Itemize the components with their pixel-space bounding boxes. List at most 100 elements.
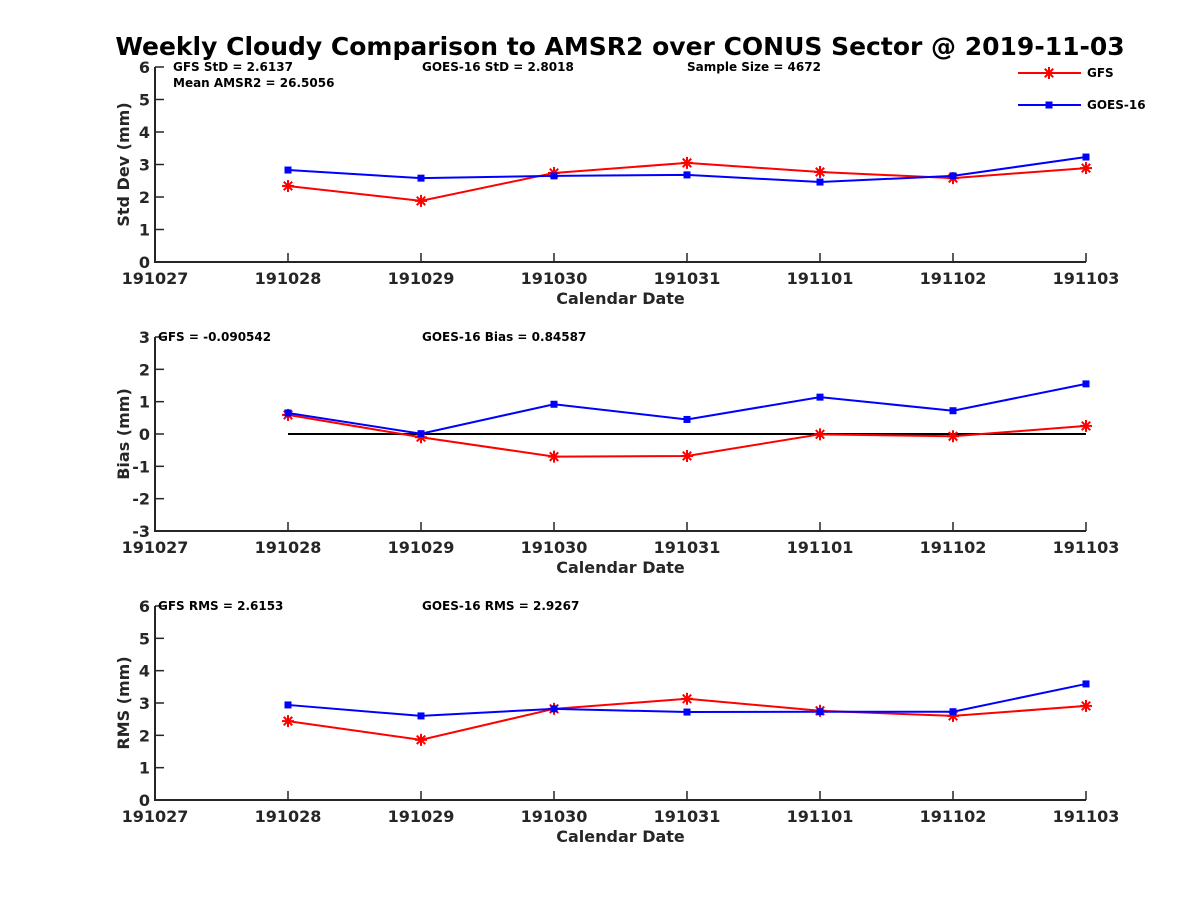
data-point: [415, 194, 427, 207]
data-point: [284, 701, 292, 709]
data-point: [949, 172, 957, 180]
marker-stroke: [549, 451, 559, 462]
y-tick-label: 0: [139, 425, 150, 444]
x-axis-label: Calendar Date: [556, 827, 685, 846]
series-goes-16: [284, 680, 1090, 720]
panels: 0 1 2 3 4 5 6 191027 191028 191029 191030 191031 191…: [114, 58, 1119, 846]
data-point: [947, 430, 959, 443]
marker-stroke: [682, 451, 692, 461]
series-line: [287, 697, 1087, 741]
y-tick-label: 3: [139, 156, 150, 175]
y-tick-label: 6: [139, 58, 150, 77]
data-point: [282, 715, 294, 728]
y-tick-label: -2: [132, 490, 150, 509]
data-point: [814, 428, 826, 441]
panel-stddev: 0 1 2 3 4 5 6 191027 191028 191029 191030 191031 191…: [114, 58, 1119, 308]
data-point: [1082, 680, 1090, 688]
data-point: [415, 733, 427, 746]
y-tick-label: 1: [139, 221, 150, 240]
annotation: GFS StD = 2.6137: [173, 60, 293, 74]
y-tick-label: 2: [139, 188, 150, 207]
marker-stroke: [1081, 700, 1091, 711]
y-tick-label: 2: [139, 726, 150, 745]
x-tick-label: 191028: [255, 538, 322, 557]
y-axis-label: Bias (mm): [114, 388, 133, 480]
data-point: [683, 708, 691, 716]
marker-stroke: [283, 181, 293, 191]
y-tick-label: 5: [139, 629, 150, 648]
legend-marker: [1045, 101, 1053, 109]
y-tick-label: 3: [139, 328, 150, 347]
panel-bias: -3 -2 -1 0 1 2 3 191027 191028 191029 191030 191031…: [114, 328, 1119, 577]
annotation: Mean AMSR2 = 26.5056: [173, 76, 334, 90]
data-point: [417, 712, 425, 720]
legend-marker: [1043, 67, 1055, 79]
x-tick-label: 191028: [255, 807, 322, 826]
x-tick-label: 191101: [787, 538, 854, 557]
y-tick-label: -1: [132, 457, 150, 476]
data-point: [681, 156, 693, 169]
data-point: [284, 409, 292, 417]
y-tick-label: 4: [139, 662, 150, 681]
data-point: [814, 165, 826, 178]
data-point: [816, 178, 824, 186]
x-tick-label: 191101: [787, 807, 854, 826]
annotation: GOES-16 StD = 2.8018: [422, 60, 574, 74]
data-point: [1080, 162, 1092, 175]
x-tick-label: 191103: [1053, 538, 1120, 557]
marker-stroke: [1081, 163, 1091, 174]
data-point: [683, 171, 691, 179]
y-tick-label: 6: [139, 597, 150, 616]
data-point: [550, 705, 558, 713]
series-goes-16: [284, 153, 1090, 186]
series-gfs: [282, 692, 1092, 746]
data-point: [1080, 699, 1092, 712]
marker-stroke: [948, 431, 958, 442]
x-tick-label: 191027: [122, 807, 189, 826]
data-point: [1082, 380, 1090, 388]
data-point: [284, 166, 292, 174]
x-tick-label: 191028: [255, 269, 322, 288]
y-axis-label: Std Dev (mm): [114, 102, 133, 226]
x-tick-label: 191030: [521, 807, 588, 826]
y-tick-label: -3: [132, 522, 150, 541]
y-tick-label: 1: [139, 393, 150, 412]
marker-stroke: [815, 167, 825, 177]
x-tick-label: 191102: [920, 807, 987, 826]
legend-item-gfs: GFS: [1018, 66, 1114, 80]
x-tick-label: 191101: [787, 269, 854, 288]
y-tick-label: 5: [139, 91, 150, 110]
chart-title: Weekly Cloudy Comparison to AMSR2 over C…: [115, 32, 1124, 61]
x-tick-label: 191030: [521, 269, 588, 288]
panel-rms: 0 1 2 3 4 5 6 191027 191028 191029 191030 191031 191…: [114, 597, 1119, 846]
x-tick-label: 191031: [654, 538, 721, 557]
annotation: GOES-16 Bias = 0.84587: [422, 330, 586, 344]
marker-stroke: [682, 693, 692, 704]
marker-stroke: [815, 429, 825, 440]
x-tick-label: 191030: [521, 538, 588, 557]
x-tick-label: 191027: [122, 269, 189, 288]
series-goes-16: [284, 380, 1090, 438]
marker-stroke: [682, 157, 692, 168]
x-axis-label: Calendar Date: [556, 558, 685, 577]
legend: GFS GOES-16: [1018, 66, 1146, 112]
y-tick-label: 4: [139, 123, 150, 142]
data-point: [417, 430, 425, 438]
data-point: [550, 400, 558, 408]
marker-stroke: [283, 716, 293, 727]
x-tick-label: 191031: [654, 807, 721, 826]
marker-stroke: [1081, 420, 1091, 431]
y-tick-label: 0: [139, 791, 150, 810]
series-line: [287, 382, 1087, 435]
x-axis-label: Calendar Date: [556, 289, 685, 308]
series-gfs: [282, 156, 1092, 207]
data-point: [550, 172, 558, 180]
data-point: [683, 415, 691, 423]
x-tick-label: 191029: [388, 269, 455, 288]
y-axis-label: RMS (mm): [114, 656, 133, 749]
x-tick-label: 191102: [920, 538, 987, 557]
data-point: [816, 393, 824, 401]
x-tick-label: 191103: [1053, 269, 1120, 288]
y-tick-label: 1: [139, 759, 150, 778]
